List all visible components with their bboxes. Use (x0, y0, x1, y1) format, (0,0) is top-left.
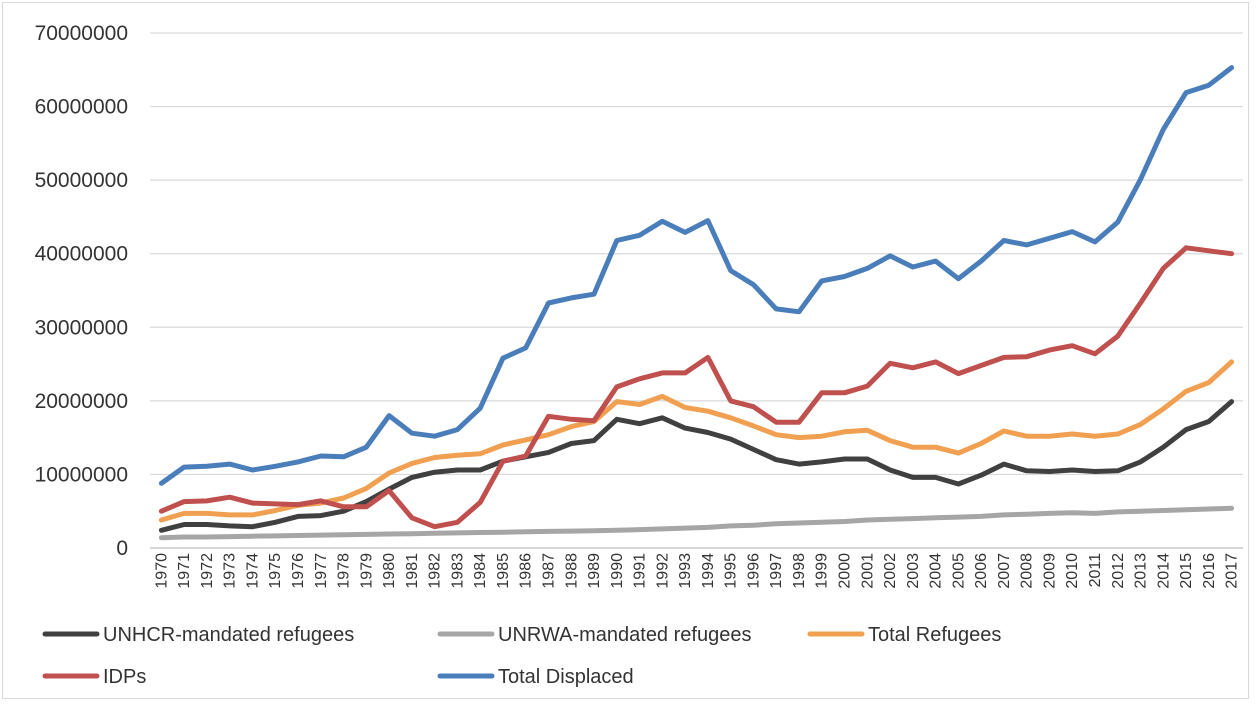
x-tick-label: 1977 (313, 553, 330, 589)
x-tick-label: 2007 (996, 553, 1013, 589)
x-tick-label: 1978 (336, 553, 353, 589)
x-tick-label: 2011 (1087, 553, 1104, 588)
x-tick-label: 1981 (404, 553, 421, 589)
x-tick-label: 2001 (859, 553, 876, 589)
gridlines (150, 32, 1243, 476)
y-tick-label: 60000000 (35, 96, 128, 119)
x-tick-label: 2016 (1201, 553, 1218, 589)
x-tick-label: 1999 (814, 553, 831, 589)
x-tick-label: 1985 (495, 553, 512, 589)
x-tick-label: 1973 (222, 553, 239, 589)
x-tick-label: 2006 (973, 553, 990, 589)
legend-item-unhcr-mandated-refugees: UNHCR-mandated refugees (42, 624, 354, 646)
x-tick-label: 1993 (677, 553, 694, 589)
x-tick-label: 1971 (176, 553, 193, 589)
legend: UNHCR-mandated refugees UNRWA-mandated re… (42, 624, 1001, 688)
y-tick-label: 20000000 (35, 390, 128, 413)
x-tick-label: 1984 (472, 553, 489, 589)
y-tick-label: 10000000 (35, 463, 128, 486)
x-tick-label: 2014 (1155, 553, 1172, 589)
x-tick-label: 1994 (700, 553, 717, 589)
legend-label: Total Refugees (868, 624, 1001, 646)
legend-label: IDPs (103, 666, 146, 688)
x-axis-tick-labels: 1970 1971 1972 1973 1974 1975 1976 1977 1978 1979… (153, 553, 1240, 589)
x-tick-label: 2005 (950, 553, 967, 589)
series-line-unhcr-mandated-refugees (158, 399, 1235, 533)
y-tick-label: 0 (116, 537, 128, 560)
x-tick-label: 1976 (290, 553, 307, 589)
series-lines (158, 65, 1235, 541)
legend-item-total-displaced: Total Displaced (437, 666, 634, 688)
x-tick-label: 2012 (1110, 553, 1127, 589)
x-tick-label: 1988 (563, 553, 580, 589)
x-tick-label: 1987 (540, 553, 557, 589)
x-tick-label: 1979 (358, 553, 375, 589)
x-tick-label: 2008 (1019, 553, 1036, 589)
series-line-idps (158, 245, 1235, 530)
x-tick-label: 2010 (1064, 553, 1081, 589)
x-tick-label: 2002 (882, 553, 899, 589)
x-tick-label: 2013 (1133, 553, 1150, 589)
x-tick-label: 1991 (632, 553, 649, 589)
x-tick-label: 1970 (153, 553, 170, 589)
x-tick-label: 1972 (199, 553, 216, 589)
y-tick-label: 40000000 (35, 243, 128, 266)
y-tick-label: 70000000 (35, 22, 128, 45)
x-tick-label: 1975 (267, 553, 284, 589)
x-tick-label: 1996 (745, 553, 762, 589)
x-tick-label: 2015 (1178, 553, 1195, 589)
legend-item-idps: IDPs (42, 666, 146, 688)
x-tick-label: 1980 (381, 553, 398, 589)
x-tick-label: 1995 (723, 553, 740, 589)
x-tick-label: 1983 (449, 553, 466, 589)
x-tick-label: 1990 (609, 553, 626, 589)
legend-item-total-refugees: Total Refugees (807, 624, 1001, 646)
legend-label: UNRWA-mandated refugees (498, 624, 751, 646)
x-tick-label: 1974 (244, 553, 261, 589)
y-tick-label: 30000000 (35, 316, 128, 339)
y-tick-label: 50000000 (35, 169, 128, 192)
x-tick-label: 1998 (791, 553, 808, 589)
x-tick-label: 2017 (1224, 553, 1241, 589)
x-tick-label: 2000 (837, 553, 854, 589)
legend-label: Total Displaced (498, 666, 634, 688)
series-line-unrwa-mandated-refugees (158, 505, 1235, 541)
x-tick-label: 1986 (518, 553, 535, 589)
x-tick-label: 2004 (928, 553, 945, 589)
y-axis-tick-labels: 0 10000000 20000000 30000000 40000000 5000000… (35, 22, 128, 560)
x-tick-label: 2009 (1041, 553, 1058, 589)
x-tick-label: 1989 (586, 553, 603, 589)
legend-item-unrwa-mandated-refugees: UNRWA-mandated refugees (437, 624, 751, 646)
x-tick-label: 1992 (654, 553, 671, 589)
series-line-total-refugees (158, 359, 1235, 523)
series-line-total-displaced (158, 65, 1235, 486)
x-tick-label: 2003 (905, 553, 922, 589)
legend-label: UNHCR-mandated refugees (103, 624, 354, 646)
x-tick-label: 1997 (768, 553, 785, 589)
x-tick-label: 1982 (427, 553, 444, 589)
